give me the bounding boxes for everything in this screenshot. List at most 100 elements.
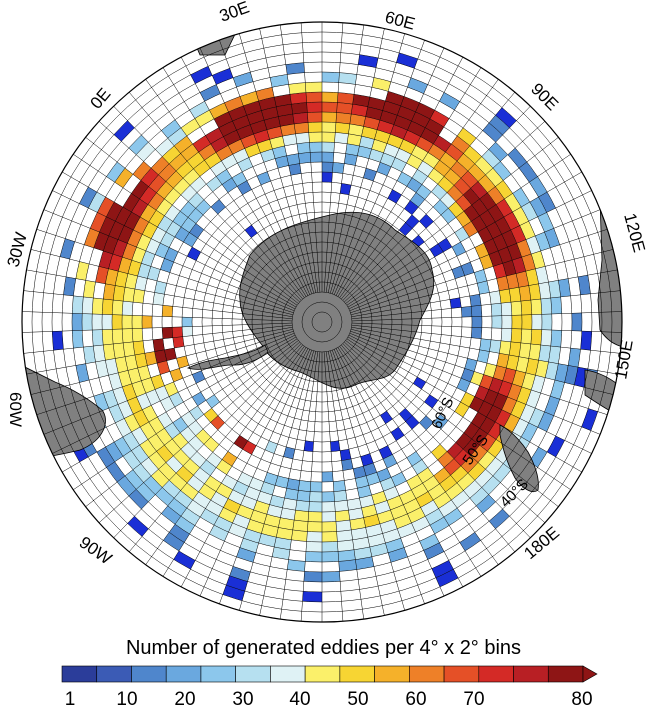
eddy-cell xyxy=(512,257,526,274)
eddy-cell xyxy=(470,181,488,199)
eddy-cell xyxy=(322,162,334,173)
longitude-grid-line xyxy=(180,56,309,296)
eddy-cell xyxy=(221,474,238,490)
eddy-cell xyxy=(374,500,391,515)
eddy-cell xyxy=(355,556,374,570)
eddy-cell xyxy=(504,193,522,212)
eddy-cell xyxy=(266,126,283,140)
eddy-cell xyxy=(164,348,177,361)
eddy-cell xyxy=(439,152,457,169)
eddy-cell xyxy=(455,194,472,212)
longitude-grid-line xyxy=(162,67,307,297)
eddy-cell xyxy=(133,409,149,427)
eddy-cell xyxy=(322,521,337,532)
eddy-cell xyxy=(471,428,488,446)
eddy-cell xyxy=(264,116,281,130)
eddy-cell xyxy=(131,247,146,264)
eddy-cell xyxy=(427,483,446,501)
eddy-cell xyxy=(102,329,114,345)
eddy-cell xyxy=(295,132,310,144)
eddy-cell xyxy=(103,283,116,301)
eddy-cell xyxy=(151,227,167,244)
eddy-cell xyxy=(501,396,517,415)
eddy-cell xyxy=(335,112,352,124)
eddy-cell xyxy=(164,381,179,397)
eddy-cell xyxy=(124,212,141,230)
eddy-cell xyxy=(288,163,302,176)
eddy-cell xyxy=(507,148,527,169)
eddy-cell xyxy=(427,168,445,185)
eddy-cell xyxy=(496,198,513,217)
longitude-grid-line xyxy=(98,121,300,303)
eddy-cell xyxy=(305,82,322,93)
longitude-grid-line xyxy=(347,171,582,308)
eddy-cell xyxy=(118,400,134,419)
eddy-cell xyxy=(447,185,464,202)
eddy-cell xyxy=(406,177,422,193)
eddy-cell xyxy=(578,275,591,295)
eddy-cell xyxy=(114,437,132,457)
eddy-cell xyxy=(357,145,372,159)
eddy-cell xyxy=(103,343,116,361)
eddy-cell xyxy=(133,217,149,235)
eddy-cell xyxy=(148,417,165,434)
eddy-cell xyxy=(134,276,148,291)
eddy-cell xyxy=(296,490,311,502)
latitude-grid-circle xyxy=(311,311,333,333)
eddy-cell xyxy=(127,396,143,415)
eddy-cell xyxy=(113,285,126,302)
map-grid xyxy=(22,22,622,622)
eddy-cell xyxy=(415,491,434,508)
eddy-cell xyxy=(108,221,125,240)
eddy-cell xyxy=(137,263,151,279)
eddy-cell xyxy=(429,110,450,127)
eddy-cell xyxy=(521,254,536,272)
eddy-cell xyxy=(195,199,211,215)
eddy-cell xyxy=(162,327,173,339)
eddy-cell xyxy=(322,491,335,502)
eddy-cell xyxy=(124,469,144,490)
eddy-cell xyxy=(488,142,508,162)
eddy-cell xyxy=(172,211,189,227)
eddy-cell xyxy=(190,451,207,468)
eddy-cell xyxy=(97,197,115,217)
eddy-cell xyxy=(112,300,124,316)
eddy-cell xyxy=(282,133,297,146)
eddy-cell xyxy=(477,400,493,417)
eddy-cell xyxy=(63,276,76,296)
eddy-cell xyxy=(349,114,366,127)
eddy-cell xyxy=(383,454,398,469)
eddy-cell xyxy=(265,440,278,454)
eddy-cell xyxy=(470,445,488,463)
eddy-cell xyxy=(154,280,167,295)
longitude-grid-line xyxy=(351,326,618,375)
lon-label-60W: 60W xyxy=(6,392,25,427)
eddy-cell xyxy=(349,517,366,530)
eddy-cell xyxy=(276,104,293,117)
eddy-cell xyxy=(96,447,115,468)
eddy-cell xyxy=(478,174,496,193)
eddy-cell xyxy=(411,145,428,161)
eddy-cell xyxy=(294,122,309,134)
eddy-cell xyxy=(147,192,165,211)
eddy-cell xyxy=(545,361,559,381)
eddy-cell xyxy=(519,221,536,240)
eddy-cell xyxy=(169,368,183,382)
eddy-cell xyxy=(433,467,451,484)
eddy-cell xyxy=(451,135,470,154)
eddy-cell xyxy=(509,341,521,357)
eddy-cell xyxy=(308,511,322,522)
eddy-cell xyxy=(477,227,493,244)
eddy-cell xyxy=(93,344,106,362)
eddy-cell xyxy=(228,522,247,539)
eddy-cell xyxy=(105,268,119,286)
eddy-cell xyxy=(322,152,334,163)
eddy-cell xyxy=(122,193,140,212)
eddy-cell xyxy=(188,192,204,209)
eddy-cell xyxy=(487,186,505,205)
eddy-cell xyxy=(489,509,510,529)
eddy-cell xyxy=(396,52,418,69)
longitude-grid-line xyxy=(332,350,425,604)
eddy-cell xyxy=(377,509,394,524)
eddy-cell xyxy=(246,519,265,534)
